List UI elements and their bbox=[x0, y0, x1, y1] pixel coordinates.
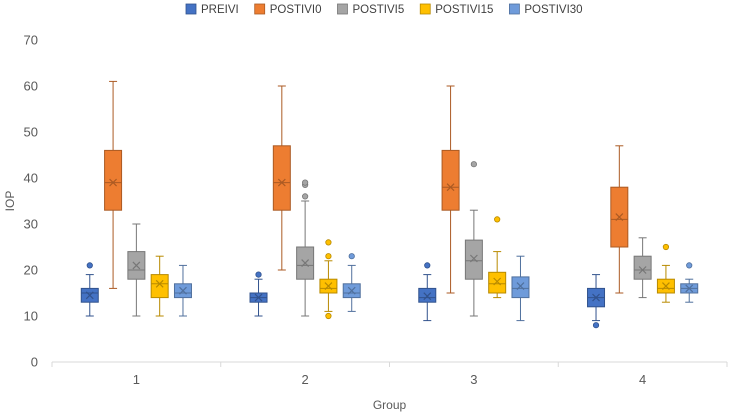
mean-marker bbox=[132, 261, 141, 270]
mean-marker bbox=[423, 292, 432, 301]
mean-marker bbox=[277, 178, 286, 187]
mean-marker bbox=[155, 279, 164, 288]
outlier-point bbox=[325, 239, 332, 246]
legend-label: PREIVI bbox=[201, 4, 239, 16]
x-axis-title: Group bbox=[373, 398, 407, 412]
y-tick-label: 40 bbox=[24, 171, 38, 186]
box-iqr bbox=[441, 149, 460, 211]
mean-marker bbox=[662, 282, 670, 291]
y-tick-label: 30 bbox=[24, 217, 38, 232]
box-postivi0-group-2 bbox=[272, 85, 291, 271]
legend: PREIVI POSTIVI0 POSTIVI5 POSTIVI15 POSTIVI30 bbox=[185, 3, 583, 16]
box-preivi-group-1 bbox=[80, 262, 99, 317]
box-iqr bbox=[418, 287, 437, 303]
box-postivi30-group-3 bbox=[511, 255, 530, 322]
outlier-point bbox=[302, 179, 309, 186]
y-tick-label: 0 bbox=[31, 355, 38, 370]
outlier-point bbox=[86, 262, 93, 269]
y-axis-title: IOP bbox=[3, 191, 17, 212]
outlier-point bbox=[348, 253, 355, 260]
mean-marker bbox=[615, 213, 624, 222]
x-tick-label: 2 bbox=[302, 372, 309, 387]
outlier-point bbox=[686, 262, 693, 269]
outlier-point bbox=[255, 271, 262, 278]
legend-label: POSTIVI15 bbox=[435, 4, 493, 16]
box-iqr bbox=[488, 271, 507, 294]
x-axis-ticks: 1 2 3 4 bbox=[51, 362, 728, 387]
legend-swatch bbox=[254, 3, 266, 15]
legend-swatch bbox=[337, 3, 348, 15]
box-preivi-group-2 bbox=[249, 271, 268, 317]
box-postivi5-group-3 bbox=[464, 161, 483, 317]
mean-marker bbox=[85, 291, 94, 300]
boxes bbox=[80, 80, 699, 329]
x-tick-label: 3 bbox=[470, 372, 477, 387]
box-postivi15-group-1 bbox=[150, 255, 169, 317]
box-iqr bbox=[150, 274, 169, 299]
box-postivi5-group-4 bbox=[633, 237, 652, 299]
mean-marker bbox=[324, 282, 333, 291]
y-tick-label: 10 bbox=[24, 309, 38, 324]
outlier-point bbox=[592, 322, 600, 329]
legend-swatch bbox=[419, 3, 431, 15]
mean-marker bbox=[347, 286, 356, 295]
box-postivi0-group-3 bbox=[441, 85, 460, 294]
y-axis-ticks: 0 10 20 30 40 50 60 70 bbox=[24, 33, 38, 370]
outlier-point bbox=[325, 253, 332, 260]
legend-label: POSTIVI0 bbox=[270, 4, 322, 16]
mean-marker bbox=[446, 183, 455, 192]
box-postivi15-group-2 bbox=[319, 239, 338, 320]
box-postivi30-group-2 bbox=[342, 253, 361, 312]
legend-item-postivi5: POSTIVI5 bbox=[337, 3, 404, 16]
box-preivi-group-3 bbox=[418, 262, 437, 322]
x-tick-label: 4 bbox=[639, 372, 646, 387]
legend-swatch bbox=[185, 3, 197, 15]
outlier-point bbox=[302, 193, 309, 200]
box-preivi-group-4 bbox=[587, 274, 606, 329]
box-postivi0-group-4 bbox=[610, 145, 629, 294]
legend-label: POSTIVI5 bbox=[352, 4, 404, 16]
legend-item-postivi30: POSTIVI30 bbox=[509, 3, 583, 16]
outlier-point bbox=[325, 312, 332, 320]
box-postivi0-group-1 bbox=[104, 80, 123, 289]
mean-marker bbox=[469, 254, 478, 263]
mean-marker bbox=[592, 293, 600, 302]
legend-item-preivi: PREIVI bbox=[185, 3, 239, 16]
box-iqr bbox=[464, 239, 483, 280]
box-iqr bbox=[633, 255, 652, 280]
box-iqr bbox=[272, 145, 291, 211]
box-postivi15-group-3 bbox=[488, 216, 507, 299]
mean-marker bbox=[493, 277, 502, 286]
box-iqr bbox=[104, 149, 123, 211]
mean-marker bbox=[301, 259, 310, 268]
mean-marker bbox=[179, 286, 187, 295]
y-tick-label: 70 bbox=[24, 33, 38, 48]
outlier-point bbox=[424, 262, 431, 269]
y-tick-label: 20 bbox=[24, 263, 38, 278]
mean-marker bbox=[109, 178, 117, 187]
box-iqr bbox=[511, 276, 530, 299]
box-postivi30-group-4 bbox=[680, 262, 699, 303]
box-postivi5-group-2 bbox=[296, 179, 315, 317]
mean-marker bbox=[685, 284, 694, 293]
box-postivi15-group-4 bbox=[656, 243, 675, 303]
legend-swatch bbox=[509, 3, 520, 15]
mean-marker bbox=[516, 282, 525, 291]
mean-marker bbox=[638, 266, 647, 274]
legend-item-postivi15: POSTIVI15 bbox=[419, 3, 493, 16]
x-tick-label: 1 bbox=[133, 372, 140, 387]
box-postivi5-group-1 bbox=[127, 223, 146, 317]
y-tick-label: 50 bbox=[24, 125, 38, 140]
outlier-point bbox=[494, 216, 501, 223]
outlier-point bbox=[662, 243, 670, 251]
y-tick-label: 60 bbox=[24, 79, 38, 94]
box-postivi30-group-1 bbox=[173, 264, 192, 317]
outlier-point bbox=[470, 161, 477, 168]
legend-label: POSTIVI30 bbox=[524, 4, 582, 16]
legend-item-postivi0: POSTIVI0 bbox=[254, 3, 322, 16]
mean-marker bbox=[254, 293, 263, 302]
